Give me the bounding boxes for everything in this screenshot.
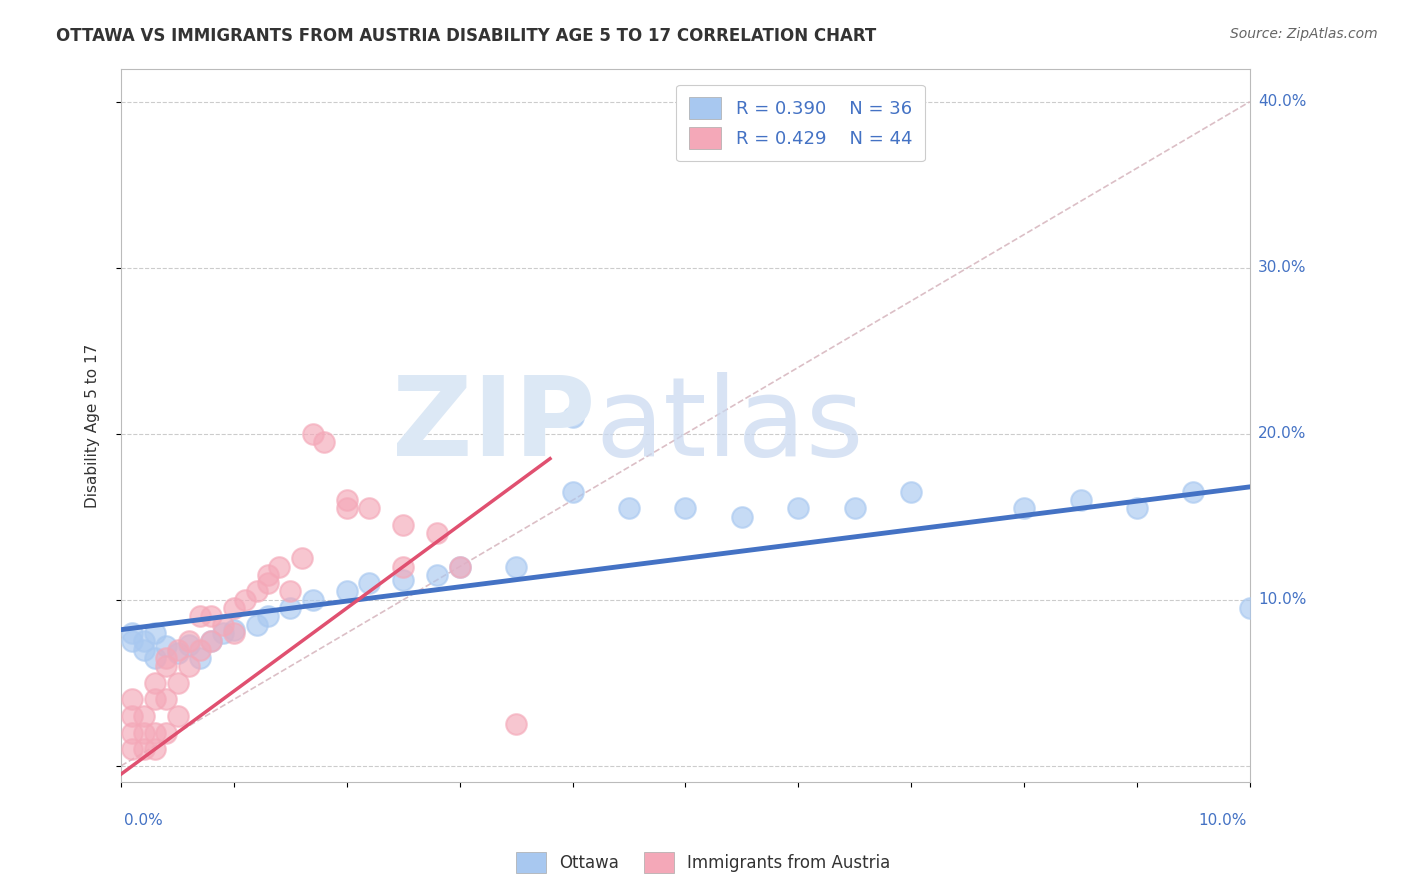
Point	[132, 725, 155, 739]
Point	[177, 638, 200, 652]
Text: 20.0%: 20.0%	[1258, 426, 1306, 442]
Point	[166, 675, 188, 690]
Point	[121, 634, 143, 648]
Point	[280, 601, 302, 615]
Text: atlas: atlas	[595, 372, 863, 479]
Point	[280, 584, 302, 599]
Point	[561, 410, 583, 425]
Point	[392, 559, 415, 574]
Point	[561, 484, 583, 499]
Point	[132, 634, 155, 648]
Point	[336, 501, 359, 516]
Point	[155, 692, 177, 706]
Point	[222, 623, 245, 637]
Point	[177, 659, 200, 673]
Point	[143, 725, 166, 739]
Point	[392, 573, 415, 587]
Point	[245, 617, 267, 632]
Point	[675, 501, 697, 516]
Point	[449, 559, 471, 574]
Point	[449, 559, 471, 574]
Point	[155, 651, 177, 665]
Point	[188, 651, 211, 665]
Point	[121, 692, 143, 706]
Point	[900, 484, 922, 499]
Point	[302, 426, 325, 441]
Point	[121, 742, 143, 756]
Point	[155, 659, 177, 673]
Point	[211, 626, 233, 640]
Point	[143, 651, 166, 665]
Text: Source: ZipAtlas.com: Source: ZipAtlas.com	[1230, 27, 1378, 41]
Point	[143, 675, 166, 690]
Point	[505, 559, 527, 574]
Text: ZIP: ZIP	[392, 372, 595, 479]
Text: 40.0%: 40.0%	[1258, 95, 1306, 109]
Point	[166, 646, 188, 660]
Point	[314, 435, 336, 450]
Point	[200, 609, 222, 624]
Point	[505, 717, 527, 731]
Point	[155, 725, 177, 739]
Text: 10.0%: 10.0%	[1258, 592, 1306, 607]
Point	[143, 626, 166, 640]
Point	[143, 742, 166, 756]
Text: OTTAWA VS IMMIGRANTS FROM AUSTRIA DISABILITY AGE 5 TO 17 CORRELATION CHART: OTTAWA VS IMMIGRANTS FROM AUSTRIA DISABI…	[56, 27, 876, 45]
Point	[336, 584, 359, 599]
Point	[302, 592, 325, 607]
Point	[844, 501, 866, 516]
Point	[245, 584, 267, 599]
Point	[222, 601, 245, 615]
Point	[257, 576, 280, 591]
Point	[155, 639, 177, 653]
Point	[132, 709, 155, 723]
Point	[617, 501, 640, 516]
Point	[177, 634, 200, 648]
Point	[257, 609, 280, 624]
Point	[233, 592, 256, 607]
Point	[188, 642, 211, 657]
Point	[121, 709, 143, 723]
Point	[426, 567, 449, 582]
Point	[291, 551, 314, 566]
Point	[211, 617, 233, 632]
Point	[166, 709, 188, 723]
Point	[200, 634, 222, 648]
Point	[188, 609, 211, 624]
Point	[257, 567, 280, 582]
Legend: Ottawa, Immigrants from Austria: Ottawa, Immigrants from Austria	[509, 846, 897, 880]
Point	[121, 725, 143, 739]
Point	[166, 642, 188, 657]
Point	[1069, 493, 1091, 508]
Point	[359, 501, 381, 516]
Point	[222, 626, 245, 640]
Point	[200, 634, 222, 648]
Point	[143, 692, 166, 706]
Point	[787, 501, 810, 516]
Point	[1182, 484, 1205, 499]
Y-axis label: Disability Age 5 to 17: Disability Age 5 to 17	[86, 343, 100, 508]
Point	[132, 642, 155, 657]
Text: 0.0%: 0.0%	[124, 813, 163, 828]
Point	[121, 626, 143, 640]
Legend: R = 0.390    N = 36, R = 0.429    N = 44: R = 0.390 N = 36, R = 0.429 N = 44	[676, 85, 925, 161]
Point	[731, 509, 754, 524]
Point	[359, 576, 381, 591]
Point	[269, 559, 291, 574]
Text: 30.0%: 30.0%	[1258, 260, 1306, 276]
Point	[132, 742, 155, 756]
Point	[426, 526, 449, 541]
Point	[336, 493, 359, 508]
Point	[392, 518, 415, 533]
Text: 10.0%: 10.0%	[1199, 813, 1247, 828]
Point	[1126, 501, 1149, 516]
Point	[1012, 501, 1035, 516]
Point	[1239, 601, 1261, 615]
